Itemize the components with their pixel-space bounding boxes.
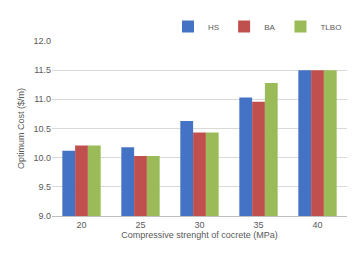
- svg-text:11.0: 11.0: [34, 94, 51, 104]
- svg-text:10.0: 10.0: [33, 153, 51, 163]
- svg-text:TLBO: TLBO: [320, 23, 341, 32]
- svg-text:30: 30: [194, 220, 204, 230]
- svg-text:35: 35: [253, 220, 263, 230]
- svg-text:Optimum Cost ($/m): Optimum Cost ($/m): [16, 88, 26, 169]
- svg-text:25: 25: [135, 220, 145, 230]
- svg-text:9.0: 9.0: [38, 211, 51, 221]
- svg-text:10.5: 10.5: [33, 124, 51, 134]
- svg-text:12.0: 12.0: [33, 36, 51, 46]
- svg-text:40: 40: [312, 220, 322, 230]
- svg-text:11.5: 11.5: [34, 65, 51, 75]
- svg-text:HS: HS: [208, 23, 219, 32]
- svg-text:BA: BA: [264, 23, 275, 32]
- svg-text:20: 20: [76, 220, 86, 230]
- svg-text:9.5: 9.5: [38, 182, 51, 192]
- svg-text:Compressive strenght of cocret: Compressive strenght of cocrete (MPa): [121, 230, 278, 240]
